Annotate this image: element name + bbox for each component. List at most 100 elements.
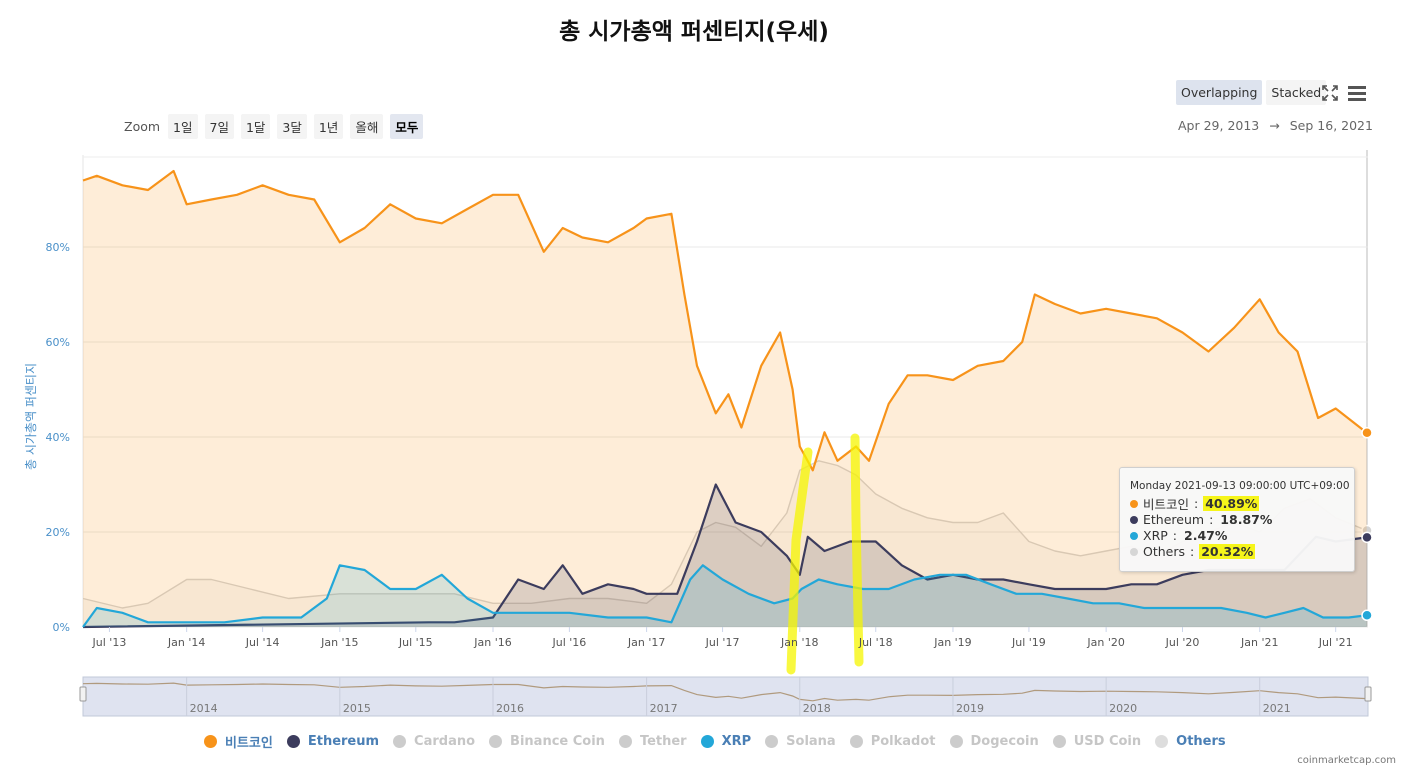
legend-item[interactable]: Polkadot	[849, 732, 936, 751]
legend-item[interactable]: XRP	[700, 732, 751, 751]
navigator-year-label: 2020	[1109, 702, 1137, 715]
tooltip-label: Others	[1143, 544, 1186, 559]
legend-item[interactable]: Cardano	[393, 732, 475, 751]
tooltip-row-xrp: XRP: 2.47%	[1130, 528, 1354, 543]
ethereum-line	[82, 483, 1367, 629]
legend-dot-icon	[286, 735, 300, 748]
legend-item[interactable]: Solana	[765, 732, 836, 751]
xrp-end-marker	[1361, 609, 1373, 622]
navigator-left-handle	[79, 686, 87, 702]
zoom-7d-button[interactable]: 7일	[204, 114, 234, 139]
ethereum-area	[83, 484, 1367, 627]
legend-label: Polkadot	[870, 734, 936, 749]
x-axis-ticks: Jul '13 Jan '14 Jul '14 Jan '15 Jul '15 Jan '…	[92, 627, 1353, 649]
bitcoin-dot-icon	[1130, 499, 1138, 508]
y-tick-label: 40%	[46, 431, 70, 444]
navigator-window	[82, 676, 1369, 717]
legend-label: Solana	[786, 734, 836, 749]
x-tick-label: Jan '14	[167, 636, 205, 649]
navigator-year-label: 2019	[956, 702, 984, 715]
series-areas	[82, 169, 1373, 629]
legend-label: 비트코인	[225, 736, 273, 751]
ethereum-dot-icon	[1130, 515, 1138, 524]
zoom-label: Zoom	[124, 119, 161, 134]
legend-item[interactable]: 비트코인	[204, 732, 273, 751]
range-to[interactable]: Sep 16, 2021	[1289, 118, 1373, 133]
bitcoin-area	[83, 171, 1367, 627]
x-tick-label: Jul '20	[1165, 636, 1200, 649]
xrp-dot-icon	[1130, 531, 1138, 540]
zoom-ytd-button[interactable]: 올해	[350, 114, 384, 139]
y-tick-label: 60%	[46, 336, 70, 349]
zoom-3m-button[interactable]: 3달	[277, 114, 307, 139]
navigator-year-label: 2021	[1263, 702, 1291, 715]
stacked-button[interactable]: Stacked	[1266, 80, 1327, 105]
legend-dot-icon	[393, 735, 407, 748]
zoom-selector: Zoom 1일 7일 1달 3달 1년 올해 모두	[124, 114, 424, 139]
y-tick-label: 0%	[53, 621, 70, 634]
legend-item[interactable]: Binance Coin	[489, 732, 605, 751]
range-from[interactable]: Apr 29, 2013	[1178, 118, 1260, 133]
navigator-year-label: 2017	[650, 702, 678, 715]
y-axis-ticks: 0% 20% 40% 60% 80%	[46, 241, 70, 634]
navigator-right-handle	[1364, 686, 1372, 702]
bitcoin-end-marker	[1361, 427, 1373, 439]
highlight-stroke	[850, 433, 864, 667]
legend-item[interactable]: Dogecoin	[949, 732, 1039, 751]
legend-dot-icon	[765, 735, 779, 748]
tooltip-value: 18.87%	[1220, 512, 1273, 527]
chart-title: 총 시가총액 퍼센티지(우세)	[559, 19, 829, 45]
x-tick-label: Jan '15	[320, 636, 358, 649]
date-range: Apr 29, 2013 → Sep 16, 2021	[1178, 118, 1373, 133]
bitcoin-line	[82, 169, 1368, 472]
chart-legend: 비트코인 Ethereum Cardano Binance Coin Tether XRP…	[204, 732, 1226, 751]
legend-dot-icon	[700, 735, 714, 748]
navigator-year-label: 2015	[343, 702, 371, 715]
x-tick-label: Jan '19	[933, 636, 971, 649]
hamburger-menu-icon[interactable]	[1346, 82, 1368, 104]
x-tick-label: Jan '21	[1240, 636, 1278, 649]
tooltip-row-others: Others: 20.32%	[1130, 544, 1354, 559]
chart-tooltip: Monday 2021-09-13 09:00:00 UTC+09:00 비트코…	[1119, 467, 1355, 572]
legend-item[interactable]: USD Coin	[1052, 732, 1142, 751]
fullscreen-icon[interactable]	[1319, 82, 1341, 104]
legend-label: Others	[1176, 734, 1226, 749]
x-tick-label: Jul '14	[245, 636, 280, 649]
xrp-area	[83, 565, 1367, 627]
x-tick-label: Jan '16	[473, 636, 511, 649]
tooltip-header: Monday 2021-09-13 09:00:00 UTC+09:00	[1130, 480, 1350, 492]
tooltip-row-ethereum: Ethereum: 18.87%	[1130, 512, 1354, 527]
legend-item[interactable]: Others	[1155, 732, 1226, 751]
x-tick-label: Jul '16	[551, 636, 586, 649]
zoom-1d-button[interactable]: 1일	[168, 114, 198, 139]
legend-label: Ethereum	[307, 734, 380, 749]
legend-dot-icon	[849, 735, 863, 748]
ethereum-end-marker	[1361, 531, 1373, 544]
annotation-marks	[786, 433, 864, 675]
overlapping-button[interactable]: Overlapping	[1176, 80, 1263, 105]
x-tick-label: Jul '13	[92, 636, 127, 649]
others-dot-icon	[1130, 547, 1138, 556]
legend-item[interactable]: Tether	[618, 732, 687, 751]
legend-label: Tether	[639, 734, 687, 749]
tooltip-value: 20.32%	[1199, 544, 1256, 559]
legend-label: USD Coin	[1073, 734, 1142, 749]
tooltip-label: XRP	[1143, 528, 1168, 543]
navigator-series-line	[82, 682, 1367, 702]
legend-item[interactable]: Ethereum	[286, 732, 380, 751]
tooltip-row-bitcoin: 비트코인: 40.89%	[1130, 496, 1354, 512]
legend-dot-icon	[1052, 735, 1066, 748]
zoom-1y-button[interactable]: 1년	[313, 114, 344, 139]
legend-label: Dogecoin	[970, 734, 1039, 749]
x-tick-label: Jan '18	[780, 636, 818, 649]
navigator-year-label: 2018	[803, 702, 831, 715]
x-tick-label: Jul '19	[1011, 636, 1046, 649]
x-tick-label: Jul '15	[398, 636, 433, 649]
xrp-line	[82, 564, 1367, 628]
zoom-1m-button[interactable]: 1달	[240, 114, 271, 139]
zoom-all-button[interactable]: 모두	[390, 114, 424, 139]
x-tick-label: Jul '21	[1318, 636, 1353, 649]
others-area	[83, 460, 1367, 627]
range-navigator: 2014 2015 2016 2017 2018 2019 2020 2021	[79, 676, 1372, 717]
